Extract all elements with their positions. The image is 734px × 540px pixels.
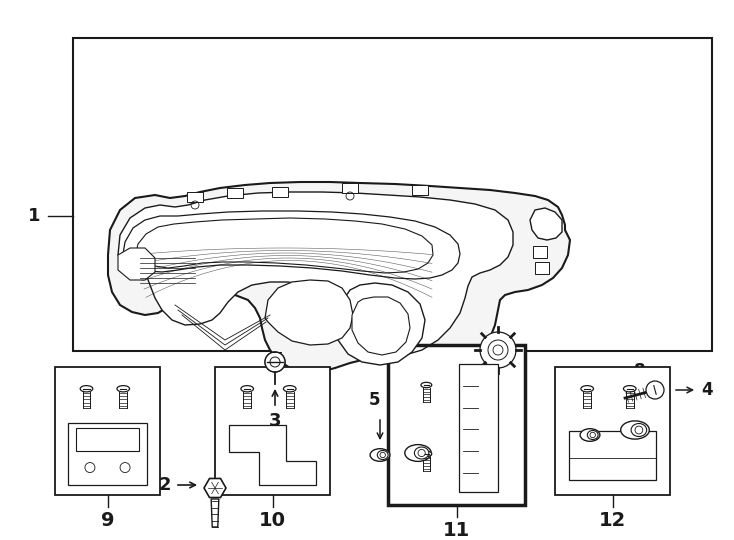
Text: 1: 1 (28, 207, 40, 225)
Text: 9: 9 (101, 511, 115, 530)
Ellipse shape (631, 423, 647, 436)
Bar (459, 364, 498, 492)
Circle shape (418, 449, 425, 457)
Ellipse shape (623, 386, 636, 392)
Bar (272, 187, 288, 197)
Polygon shape (122, 211, 460, 279)
Ellipse shape (241, 386, 253, 392)
Ellipse shape (377, 450, 388, 460)
Text: 3: 3 (269, 412, 281, 430)
Text: 10: 10 (259, 511, 286, 530)
Bar (342, 183, 358, 193)
Polygon shape (204, 478, 226, 497)
Ellipse shape (581, 386, 594, 392)
Bar (555, 367, 670, 495)
Text: 8: 8 (634, 362, 646, 380)
Ellipse shape (283, 386, 296, 392)
Polygon shape (335, 283, 425, 365)
Polygon shape (265, 280, 353, 345)
Circle shape (488, 340, 508, 360)
Circle shape (85, 463, 95, 472)
Bar (412, 185, 428, 195)
Text: 2: 2 (159, 476, 171, 494)
Bar (388, 345, 525, 505)
Bar (68, 423, 148, 485)
Polygon shape (530, 208, 562, 240)
Circle shape (265, 352, 285, 372)
Text: 7: 7 (579, 371, 591, 389)
Bar (569, 431, 656, 480)
Bar (535, 262, 549, 274)
Ellipse shape (404, 444, 431, 461)
Polygon shape (118, 248, 155, 280)
Polygon shape (352, 297, 410, 355)
Polygon shape (108, 182, 570, 372)
Ellipse shape (421, 382, 432, 388)
Circle shape (265, 352, 285, 372)
Bar (187, 192, 203, 202)
Ellipse shape (370, 449, 390, 461)
Circle shape (380, 453, 385, 458)
Circle shape (590, 433, 595, 438)
Ellipse shape (421, 451, 432, 456)
Ellipse shape (117, 386, 129, 392)
Bar (388, 345, 525, 505)
Text: 5: 5 (369, 391, 381, 409)
Circle shape (635, 426, 643, 434)
Ellipse shape (587, 430, 598, 440)
Ellipse shape (415, 447, 429, 459)
Text: 12: 12 (599, 511, 626, 530)
Polygon shape (211, 499, 219, 527)
Polygon shape (135, 218, 433, 273)
Circle shape (270, 357, 280, 367)
Circle shape (120, 463, 130, 472)
Text: 6: 6 (414, 385, 426, 403)
Ellipse shape (580, 429, 600, 441)
Ellipse shape (80, 386, 92, 392)
Text: 4: 4 (701, 381, 713, 399)
Circle shape (493, 345, 503, 355)
Bar (55, 367, 160, 495)
Bar (227, 188, 243, 198)
Ellipse shape (621, 421, 650, 439)
Bar (76, 428, 139, 451)
Bar (533, 246, 547, 258)
Circle shape (646, 381, 664, 399)
Text: 11: 11 (443, 521, 470, 540)
Circle shape (480, 332, 516, 368)
Polygon shape (118, 192, 513, 356)
Bar (215, 367, 330, 495)
Bar (73, 38, 712, 351)
Polygon shape (229, 424, 316, 485)
